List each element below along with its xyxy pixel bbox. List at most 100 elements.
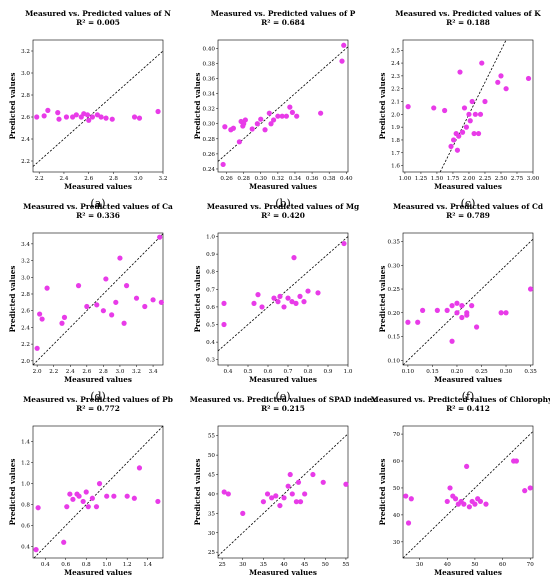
x-tick-label: 45 [301,562,309,568]
data-point [258,116,264,122]
data-point [242,117,248,123]
y-tick-label: 0.30 [203,122,216,128]
x-tick-label: 55 [342,562,350,568]
y-tick-label: 2.5 [391,48,400,54]
data-point [461,105,468,111]
data-point [270,117,277,123]
y-tick-label: 3.4 [21,242,30,248]
x-tick-label: 3.00 [527,176,540,182]
data-point [279,113,285,119]
x-tick-label: 0.4 [41,562,50,568]
x-tick-label: 0.20 [451,369,464,375]
data-point [103,276,109,282]
y-tick-label: 3.0 [21,71,30,77]
data-point [295,479,302,485]
y-tick-label: 2.6 [21,309,30,315]
y-tick-label: 0.15 [388,335,401,341]
data-point [408,496,414,502]
data-point [225,491,231,497]
x-tick-label: 2.6 [82,369,91,375]
data-point [522,488,528,494]
x-tick-label: 3.2 [132,369,141,375]
identity-line [439,39,507,173]
data-point [249,126,255,132]
x-tick-label: 1.75 [447,176,460,182]
data-point [463,124,469,130]
plot-frame [402,232,534,366]
data-point [61,539,67,545]
data-point [449,303,455,309]
x-tick-label: 3.0 [134,176,143,182]
x-tick-label: 30 [416,562,424,568]
data-point [96,481,103,487]
plot-frame [217,425,349,559]
y-tick-label: 0.32 [203,107,216,113]
panel-label: (e) [275,390,290,403]
data-point [343,481,349,487]
panel-label: (d) [90,390,106,403]
x-tick-label: 2.4 [66,369,75,375]
data-point [158,299,164,305]
data-point [89,495,95,501]
data-point [260,499,266,505]
data-point [111,493,117,499]
r-squared: R² = 0.215 [261,404,305,413]
y-tick-label: 0.38 [203,61,216,67]
data-point [275,113,281,119]
data-point [318,110,324,116]
x-tick-label: 50 [322,562,330,568]
data-point [283,113,290,119]
data-point [405,520,412,526]
data-point [277,502,283,509]
data-point [456,133,462,139]
plot-frame [32,39,164,173]
plot-frame [402,425,534,559]
x-tick-label: 3.0 [115,369,124,375]
data-point [100,308,106,314]
y-axis-label: Predicted values [193,459,202,526]
x-tick-label: 1.25 [415,176,428,182]
data-point [444,307,450,313]
data-point [83,489,89,495]
plot-frame [32,232,164,366]
r-squared: R² = 0.005 [76,18,120,27]
data-point [287,471,293,478]
y-tick-label: 0.20 [388,311,401,317]
data-point [268,121,274,127]
y-tick-label: 2.2 [391,87,400,93]
data-point [477,111,484,117]
y-tick-label: 2.8 [21,93,30,99]
data-point [113,299,119,305]
data-point [73,112,79,118]
data-point [136,115,143,121]
data-point [85,504,91,510]
y-tick-label: 0.36 [203,76,216,82]
y-tick-label: 1.8 [391,138,400,144]
data-point [472,111,478,117]
data-point [461,501,467,507]
x-tick-label: 2.50 [495,176,508,182]
data-point [341,42,347,48]
x-tick-label: 0.38 [323,176,336,182]
x-tick-label: 0.25 [475,369,488,375]
data-point [104,493,110,499]
y-tick-label: 1.0 [21,482,30,488]
chart-title: Measured vs. Predicted values of SPAD in… [190,395,377,404]
x-tick-label: 0.15 [426,369,439,375]
data-point [525,75,532,82]
data-point [459,303,465,309]
r-squared: R² = 0.684 [261,18,305,27]
chart-title: Measured vs. Predicted values of K [395,9,541,18]
data-point [310,471,316,478]
x-tick-label: 1.50 [431,176,444,182]
data-point [297,293,303,299]
identity-line [402,431,534,559]
x-tick-label: 1.2 [123,562,132,568]
y-tick-label: 2.1 [391,100,400,106]
y-tick-label: 0.10 [388,358,401,364]
x-tick-label: 0.6 [61,562,70,568]
data-point [503,86,509,92]
r-squared: R² = 0.420 [261,211,305,220]
